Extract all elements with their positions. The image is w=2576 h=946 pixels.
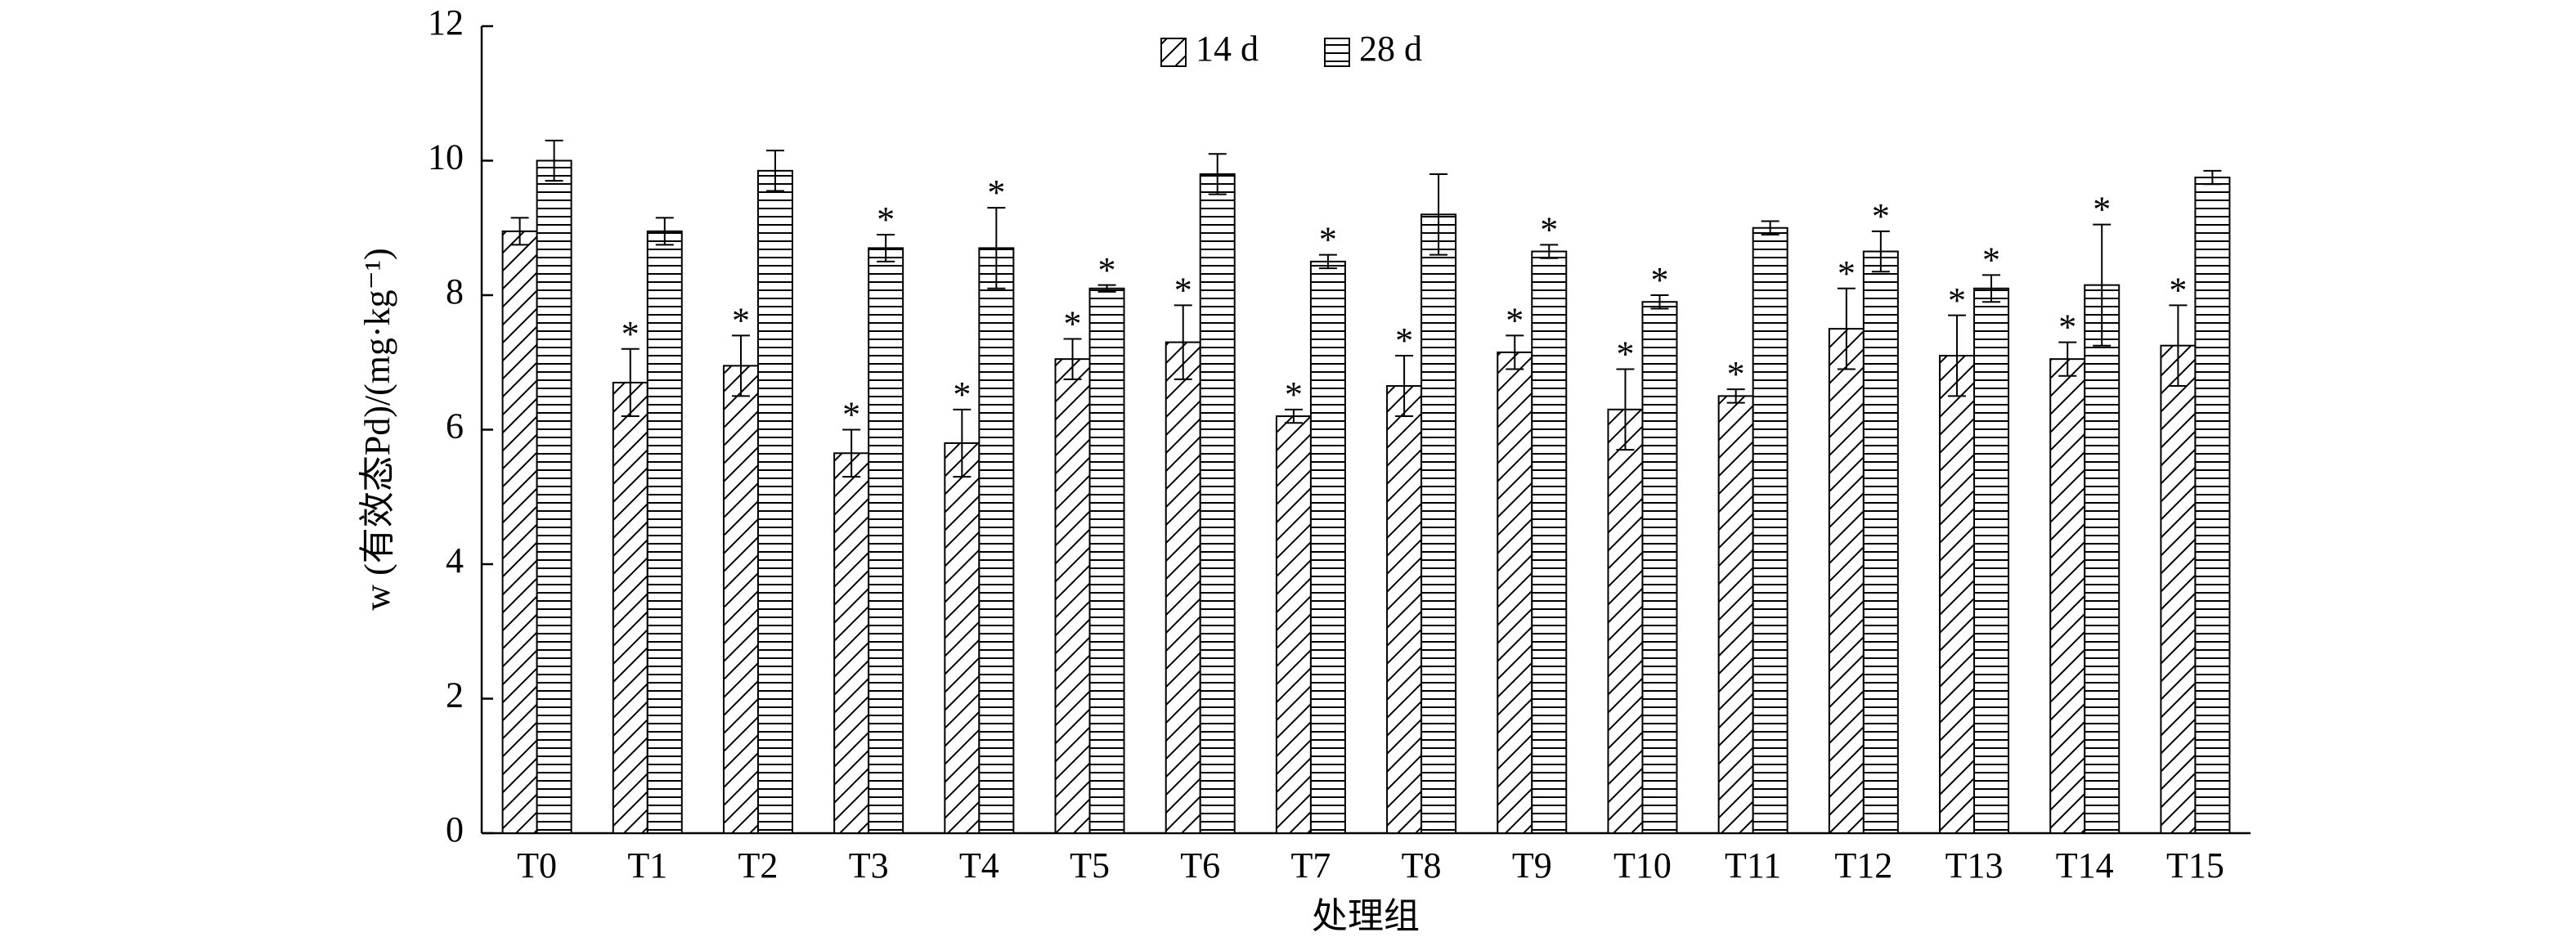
bar — [2084, 284, 2120, 835]
significance-mark: * — [1098, 250, 1116, 290]
x-tick-label: T1 — [627, 845, 667, 885]
y-tick-label: 10 — [428, 137, 464, 177]
significance-mark: * — [1506, 300, 1524, 340]
x-tick-label: T8 — [1402, 845, 1442, 885]
y-tick-label: 4 — [446, 540, 464, 581]
x-tick-label: T2 — [738, 845, 779, 885]
x-axis-label: 处理组 — [1312, 896, 1420, 936]
significance-mark: * — [1540, 209, 1558, 249]
bar — [1641, 301, 1678, 835]
bar — [833, 452, 870, 834]
significance-mark: * — [622, 314, 640, 354]
bar — [1862, 250, 1899, 835]
significance-mark: * — [1727, 354, 1745, 394]
x-tick-label: T15 — [2166, 845, 2224, 885]
bar — [501, 230, 538, 834]
significance-mark: * — [953, 374, 971, 415]
significance-mark: * — [1982, 240, 2000, 280]
bar — [612, 381, 648, 834]
y-tick-label: 12 — [428, 2, 464, 43]
legend-label: 14 d — [1196, 29, 1259, 69]
x-tick-label: T14 — [2056, 845, 2114, 885]
bar — [1386, 385, 1423, 835]
x-tick-label: T4 — [959, 845, 999, 885]
bar — [1717, 395, 1754, 834]
bar — [1607, 408, 1644, 834]
legend-swatch — [1324, 38, 1350, 67]
significance-mark: * — [987, 173, 1005, 213]
significance-mark: * — [1174, 270, 1192, 310]
significance-mark: * — [1064, 304, 1082, 344]
significance-mark: * — [1650, 260, 1668, 300]
x-tick-label: T13 — [1945, 845, 2004, 885]
significance-mark: * — [2169, 270, 2187, 310]
x-tick-label: T7 — [1290, 845, 1331, 885]
y-tick-label: 0 — [446, 809, 464, 850]
bar — [646, 230, 683, 834]
bar — [1420, 213, 1457, 834]
bar — [1275, 415, 1312, 834]
significance-mark: * — [877, 200, 895, 240]
significance-mark: * — [1838, 253, 1856, 294]
y-axis-label: w (有效态Pd)/(mg·kg⁻¹) — [357, 248, 397, 610]
bar — [868, 247, 904, 834]
significance-mark: * — [1616, 334, 1634, 374]
bar — [2194, 177, 2231, 834]
x-tick-label: T6 — [1180, 845, 1220, 885]
x-tick-label: T12 — [1834, 845, 1892, 885]
bar — [1165, 341, 1201, 834]
significance-mark: * — [2058, 307, 2076, 347]
significance-mark: * — [1285, 374, 1303, 415]
bar — [1531, 250, 1568, 835]
y-tick-label: 6 — [446, 406, 464, 446]
bar — [1088, 287, 1125, 834]
legend-swatch — [1160, 38, 1187, 67]
bar — [1199, 173, 1236, 834]
bar — [536, 159, 572, 834]
bar — [1828, 328, 1865, 834]
bar — [2160, 344, 2197, 834]
significance-mark: * — [1395, 321, 1413, 361]
x-tick-label: T3 — [849, 845, 889, 885]
bar — [2049, 358, 2086, 834]
x-tick-label: T5 — [1070, 845, 1110, 885]
bar — [756, 169, 793, 834]
significance-mark: * — [1319, 220, 1337, 260]
bar — [978, 247, 1015, 834]
legend-label: 28 d — [1359, 29, 1422, 69]
bar — [1054, 358, 1091, 834]
bar — [722, 365, 759, 834]
y-tick-label: 8 — [446, 271, 464, 312]
x-tick-label: T0 — [517, 845, 557, 885]
bar — [1497, 351, 1533, 835]
significance-mark: * — [2093, 190, 2111, 230]
significance-mark: * — [732, 300, 750, 340]
y-tick-label: 2 — [446, 675, 464, 715]
x-tick-label: T11 — [1725, 845, 1781, 885]
significance-mark: * — [1948, 280, 1966, 321]
significance-mark: * — [1872, 196, 1890, 236]
x-tick-label: T10 — [1613, 845, 1672, 885]
bar — [1309, 260, 1346, 834]
x-tick-label: T9 — [1512, 845, 1552, 885]
significance-mark: * — [842, 395, 860, 435]
bar — [1752, 226, 1788, 834]
bar — [944, 442, 981, 834]
bar — [1973, 287, 2010, 834]
bar — [1939, 355, 1976, 834]
